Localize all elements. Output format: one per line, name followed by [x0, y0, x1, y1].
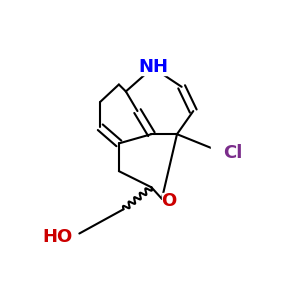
Bar	[163, 193, 175, 209]
Text: HO: HO	[42, 228, 72, 246]
Text: NH: NH	[139, 58, 169, 76]
Bar	[211, 145, 236, 161]
Text: Cl: Cl	[224, 144, 243, 162]
Text: O: O	[161, 192, 176, 210]
Bar	[141, 59, 167, 75]
Bar	[44, 229, 70, 245]
